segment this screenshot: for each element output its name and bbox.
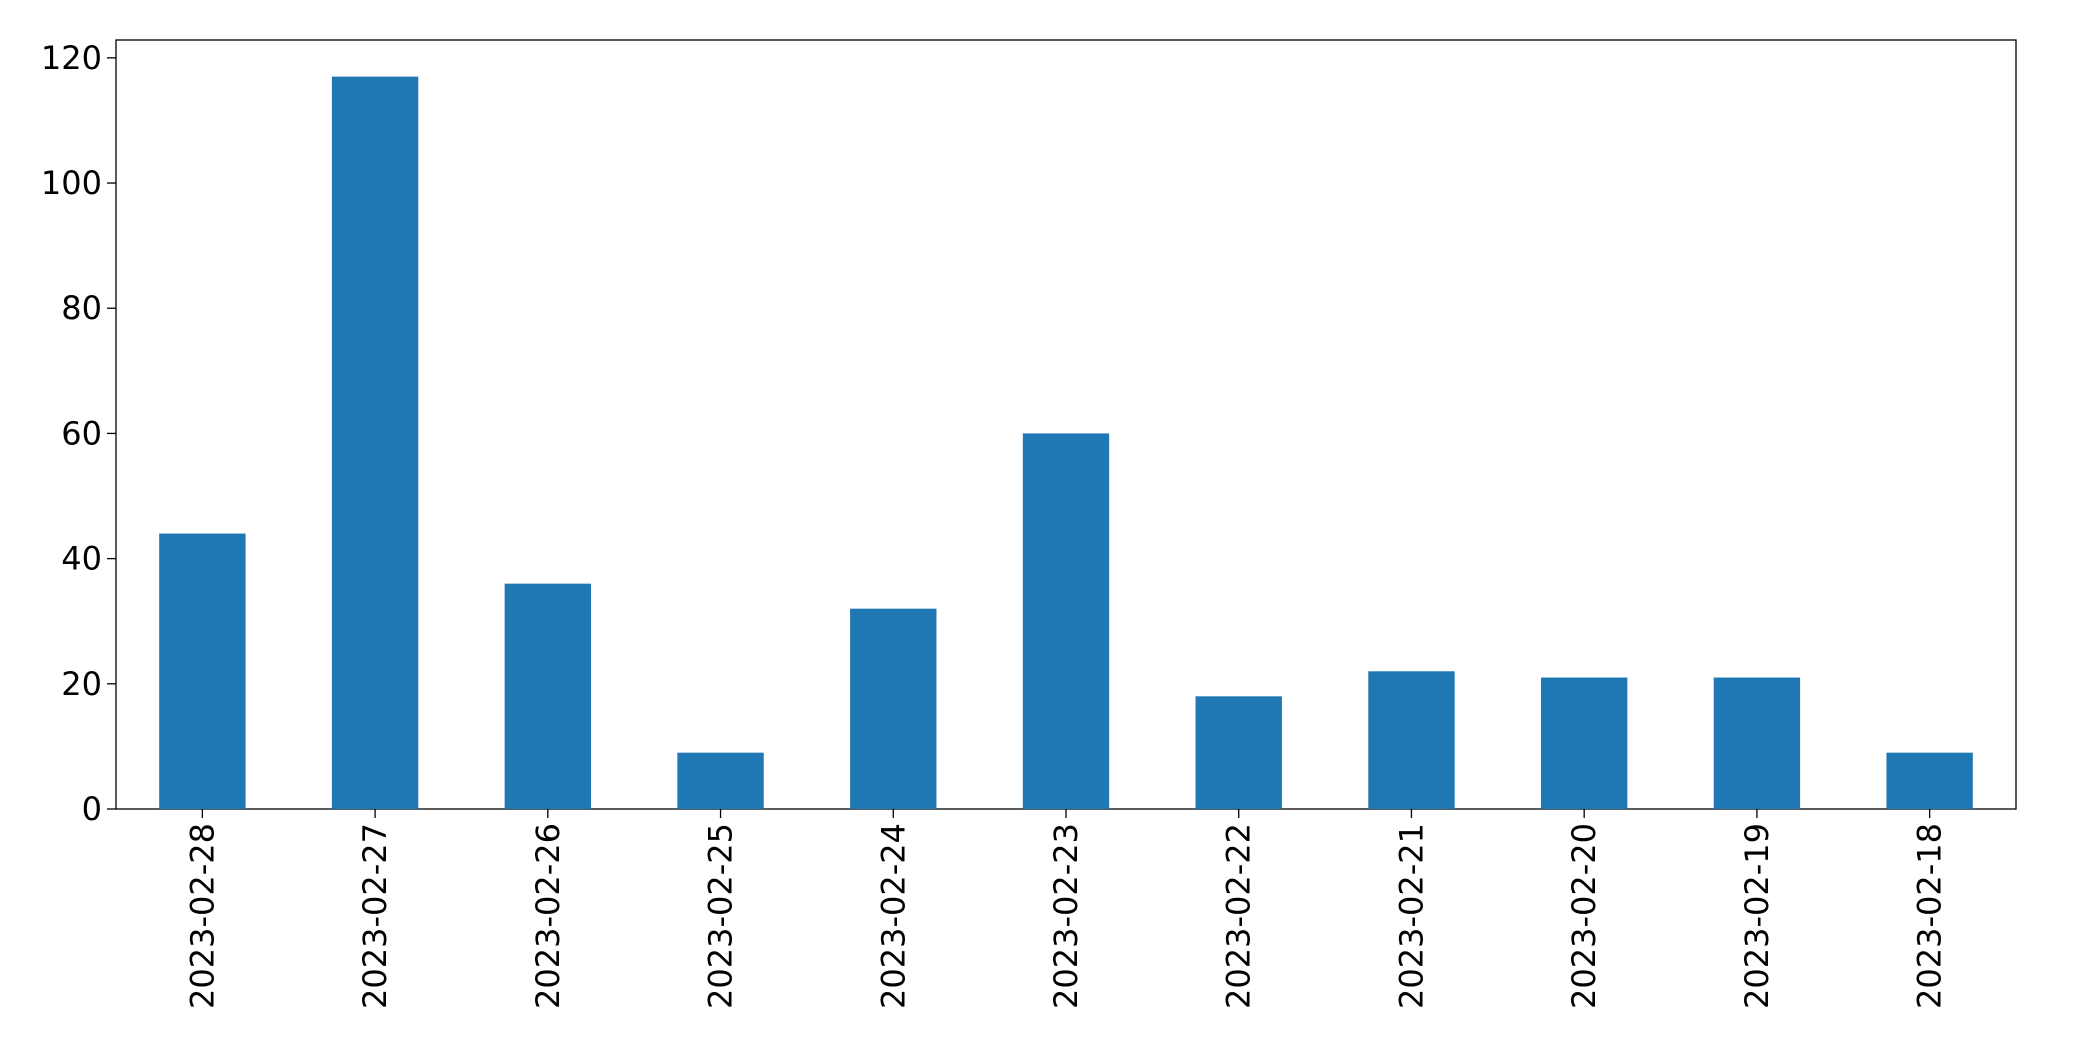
y-tick-label: 40 bbox=[61, 540, 102, 578]
x-tick-label: 2023-02-25 bbox=[702, 823, 740, 1009]
x-tick-label: 2023-02-21 bbox=[1392, 823, 1430, 1009]
x-tick-label: 2023-02-27 bbox=[356, 823, 394, 1009]
bar bbox=[1886, 752, 1973, 809]
bar bbox=[1713, 677, 1801, 809]
bar bbox=[677, 752, 764, 809]
bar bbox=[1541, 677, 1628, 809]
x-tick-label: 2023-02-19 bbox=[1738, 823, 1776, 1009]
x-tick-label: 2023-02-26 bbox=[529, 823, 567, 1009]
x-tick-label: 2023-02-18 bbox=[1911, 823, 1949, 1009]
y-tick-label: 0 bbox=[82, 790, 102, 828]
bar bbox=[159, 533, 246, 809]
x-tick-label: 2023-02-22 bbox=[1220, 823, 1258, 1009]
y-tick-label: 120 bbox=[41, 39, 102, 77]
y-tick-label: 20 bbox=[61, 665, 102, 703]
bar bbox=[331, 76, 419, 810]
bar bbox=[1195, 696, 1282, 809]
bar bbox=[504, 583, 591, 809]
x-tick-label: 2023-02-24 bbox=[874, 823, 912, 1009]
x-tick-label: 2023-02-23 bbox=[1047, 823, 1085, 1009]
y-tick-label: 80 bbox=[61, 289, 102, 327]
bar bbox=[1368, 671, 1455, 809]
x-tick-label: 2023-02-20 bbox=[1565, 823, 1603, 1009]
bar bbox=[1022, 433, 1110, 809]
y-tick-label: 100 bbox=[41, 164, 102, 202]
bar bbox=[850, 608, 937, 809]
x-tick-label: 2023-02-28 bbox=[183, 823, 221, 1009]
y-tick-label: 60 bbox=[61, 414, 102, 452]
